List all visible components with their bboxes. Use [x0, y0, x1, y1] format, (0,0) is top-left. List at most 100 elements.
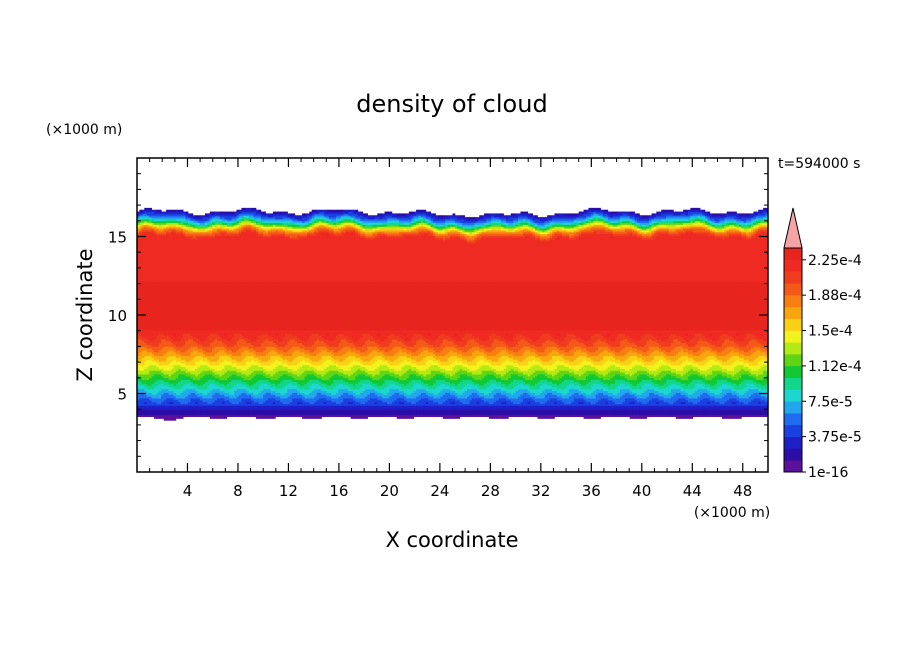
density-cell [491, 361, 495, 366]
density-cell [192, 379, 196, 384]
density-cell [311, 329, 315, 334]
density-cell [345, 364, 349, 371]
density-cell [326, 211, 330, 214]
density-cell [200, 344, 203, 349]
density-cell [161, 372, 165, 377]
density-cell [234, 385, 237, 392]
density-cell [343, 381, 347, 386]
density-cell [425, 379, 429, 384]
density-cell [253, 405, 257, 410]
density-cell [166, 335, 169, 342]
density-cell [221, 230, 225, 233]
density-cell [396, 392, 400, 399]
density-cell [321, 220, 325, 224]
density-cell [243, 357, 247, 366]
density-cell [437, 346, 441, 353]
density-cell [474, 350, 478, 358]
density-cell [484, 350, 487, 355]
density-cell [367, 353, 371, 362]
density-cell [309, 231, 313, 235]
density-cell [314, 361, 317, 366]
density-cell [306, 394, 310, 399]
density-cell [496, 409, 500, 416]
density-cell [369, 218, 373, 222]
density-cell [260, 414, 264, 419]
density-cell [294, 231, 298, 235]
density-cell [503, 368, 507, 375]
density-cell [386, 351, 390, 357]
density-cell [493, 233, 497, 236]
density-cell [146, 220, 150, 224]
density-cell [343, 218, 347, 222]
density-cell [406, 364, 410, 371]
density-cell [161, 379, 165, 384]
density-cell [433, 230, 436, 233]
density-cell [496, 231, 500, 235]
density-cell [386, 211, 390, 214]
density-cell [396, 340, 400, 347]
density-cell [469, 235, 473, 238]
density-cell [246, 211, 250, 214]
density-cell [200, 281, 203, 331]
density-cell [411, 337, 415, 347]
density-cell [236, 218, 240, 222]
density-cell [319, 388, 322, 393]
density-cell [304, 364, 308, 371]
density-cell [292, 359, 296, 366]
density-cell [442, 375, 446, 381]
density-cell [168, 218, 172, 222]
density-cell [190, 409, 194, 416]
density-cell [277, 377, 281, 384]
density-cell [360, 363, 364, 368]
density-cell [445, 220, 449, 224]
density-cell [491, 235, 495, 238]
density-cell [496, 381, 500, 386]
density-cell [433, 228, 436, 231]
density-cell [153, 364, 157, 371]
density-cell [503, 339, 507, 344]
density-cell [166, 224, 169, 227]
density-cell [200, 388, 203, 393]
density-cell [168, 329, 172, 338]
density-cell [479, 366, 483, 375]
density-cell [190, 213, 194, 216]
density-cell [314, 396, 317, 403]
density-cell [277, 281, 281, 331]
density-cell [362, 329, 366, 334]
density-cell [263, 355, 267, 362]
density-cell [195, 361, 199, 369]
density-cell [488, 218, 492, 222]
density-cell [367, 233, 371, 236]
density-cell [149, 399, 152, 406]
density-cell [280, 409, 284, 416]
density-cell [161, 228, 165, 231]
density-cell [367, 388, 371, 395]
density-cell [386, 235, 390, 238]
density-cell [236, 372, 240, 377]
density-cell [156, 329, 160, 336]
density-cell [474, 217, 478, 220]
density-cell [394, 385, 398, 390]
density-cell [484, 281, 487, 331]
density-cell [323, 350, 327, 357]
density-cell [467, 375, 470, 381]
density-cell [306, 215, 310, 220]
density-cell [224, 339, 228, 345]
density-cell [355, 401, 359, 406]
density-cell [454, 364, 458, 373]
density-cell [452, 374, 456, 381]
density-cell [226, 218, 230, 222]
density-cell [435, 394, 439, 399]
density-cell [389, 217, 393, 220]
density-cell [476, 329, 480, 338]
density-cell [231, 414, 235, 417]
density-cell [173, 215, 177, 218]
density-cell [367, 375, 371, 381]
density-cell [440, 383, 444, 392]
density-cell [413, 414, 417, 417]
density-cell [197, 348, 201, 353]
density-cell [362, 414, 366, 419]
density-cell [217, 385, 220, 390]
density-cell [229, 211, 233, 214]
density-cell [275, 235, 279, 283]
